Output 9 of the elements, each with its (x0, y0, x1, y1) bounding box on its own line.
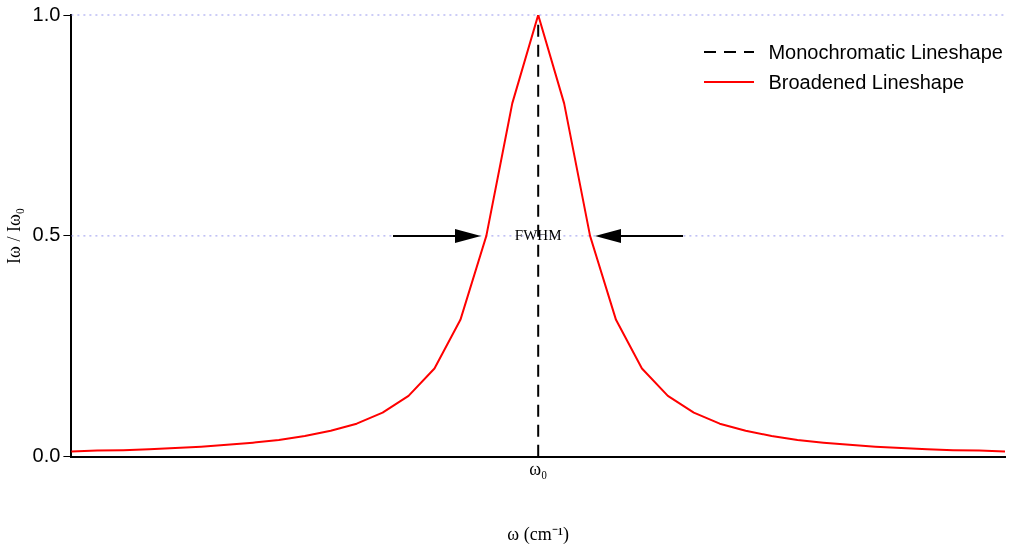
y-tick-label: 0.5 (32, 223, 61, 246)
y-tick-label: 0.0 (32, 444, 61, 467)
y-axis-title: Iω / Iω₀ (3, 207, 24, 264)
x-axis-title: ω (cm⁻¹) (507, 523, 570, 545)
x-tick-label: ω₀ (529, 459, 548, 480)
annotation: FWHM (514, 226, 562, 243)
y-tick-label: 1.0 (32, 2, 61, 25)
legend-label: Broadened Lineshape (768, 70, 965, 95)
ref-line-label: Monochromatic Lineshape (768, 40, 1003, 65)
